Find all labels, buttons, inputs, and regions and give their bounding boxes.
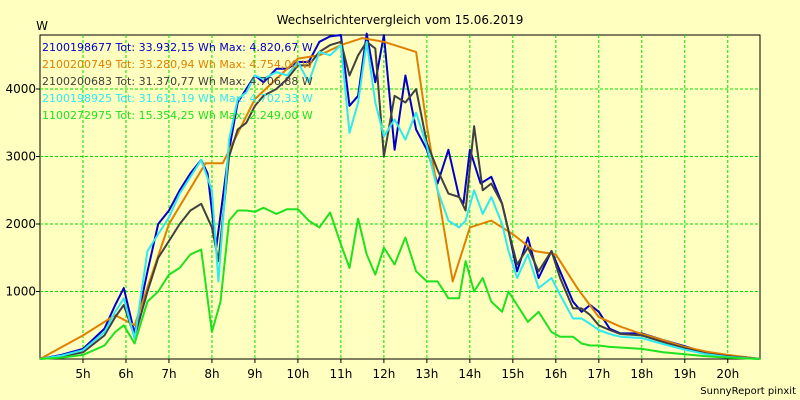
series-line-2 [39, 37, 761, 360]
x-tick-label: 12h [372, 367, 395, 381]
y-tick-label: 3000 [5, 150, 36, 164]
y-ticks: 1000 2000 3000 4000 [5, 82, 40, 299]
x-ticks: 5h 6h 7h 8h 9h 10h 11h 12h 13h 14h 15h 16h 17h 18h 19h… [75, 359, 739, 381]
x-tick-label: 15h [501, 367, 524, 381]
x-tick-label: 6h [118, 367, 133, 381]
legend-entry-4: 2100198925 Tot: 31.611,19 Wh Max: 4.702,… [42, 92, 313, 105]
grid [40, 35, 760, 359]
series-line-1 [39, 32, 761, 360]
legend-entry-1: 2100198677 Tot: 33.932,15 Wh Max: 4.820,… [42, 41, 313, 54]
x-tick-label: 11h [329, 367, 352, 381]
legend-entry-5: 1100272975 Tot: 15.354,25 Wh Max: 2.249,… [42, 109, 313, 122]
y-tick-label: 4000 [5, 82, 36, 96]
y-tick-label: 2000 [5, 217, 36, 231]
legend-entry-2: 2100200749 Tot: 33.280,94 Wh Max: 4.754,… [42, 58, 313, 71]
x-tick-label: 20h [716, 367, 739, 381]
plot-border [39, 34, 761, 360]
series-line-3 [39, 40, 761, 360]
x-tick-label: 9h [247, 367, 262, 381]
series-lines [39, 32, 761, 360]
series-line-5 [39, 206, 761, 360]
plot-frame [39, 34, 761, 360]
x-tick-label: 5h [75, 367, 90, 381]
x-tick-label: 8h [204, 367, 219, 381]
series-line-4 [39, 40, 761, 360]
y-axis-label: W [36, 19, 48, 33]
footer-text: SunnyReport pinxit [700, 386, 796, 397]
chart-title: Wechselrichtervergleich vom 15.06.2019 [277, 13, 524, 27]
x-tick-label: 19h [673, 367, 696, 381]
x-tick-label: 10h [286, 367, 309, 381]
x-tick-label: 7h [161, 367, 176, 381]
x-tick-label: 17h [587, 367, 610, 381]
x-tick-label: 16h [544, 367, 567, 381]
x-tick-label: 14h [458, 367, 481, 381]
x-tick-label: 13h [415, 367, 438, 381]
legend: 2100198677 Tot: 33.932,15 Wh Max: 4.820,… [42, 41, 313, 122]
x-tick-label: 18h [630, 367, 653, 381]
legend-entry-3: 2100200683 Tot: 31.370,77 Wh Max: 4.706,… [42, 75, 313, 88]
y-tick-label: 1000 [5, 285, 36, 299]
